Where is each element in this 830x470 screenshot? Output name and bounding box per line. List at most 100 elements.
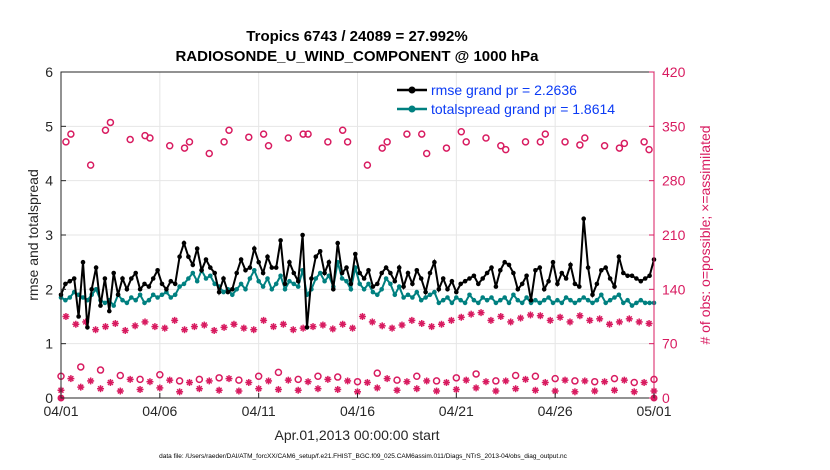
totalspread-point (111, 303, 116, 308)
obs-assimilated-marker (156, 384, 164, 392)
obs-possible-marker (576, 141, 584, 149)
rmse-point (480, 276, 486, 281)
totalspread-point (234, 287, 239, 292)
totalspread-point (124, 300, 130, 306)
series-lines (57, 216, 658, 402)
legend: rmse grand pr = 2.2636 totalspread grand… (397, 82, 615, 117)
obs-possible-marker (492, 377, 500, 385)
totalspread-point (102, 300, 108, 306)
totalspread-point (291, 281, 297, 287)
totalspread-point (396, 284, 402, 289)
totalspread-point (616, 292, 622, 298)
obs-assimilated-marker (215, 386, 223, 394)
totalspread-point (80, 295, 86, 300)
totalspread-point (133, 297, 138, 303)
totalspread-point (159, 292, 165, 298)
totalspread-point (357, 281, 363, 287)
obs-assimilated-marker (601, 378, 609, 386)
obs-possible-marker (462, 138, 470, 146)
obs-assimilated-marker (116, 387, 124, 395)
obs-possible-marker (215, 374, 223, 382)
obs-assimilated-marker (230, 320, 238, 328)
rmse-point (594, 281, 600, 287)
x-tick-label: 04/16 (340, 403, 375, 419)
obs-possible-marker (472, 370, 480, 378)
obs-possible-marker (324, 138, 332, 146)
rmse-point (581, 216, 586, 221)
rmse-point (265, 254, 270, 259)
totalspread-point (243, 287, 248, 292)
totalspread-point (642, 300, 648, 306)
obs-assimilated-marker (195, 385, 203, 393)
y2-tick-label: 70 (662, 336, 678, 352)
obs-assimilated-marker (161, 324, 169, 332)
y-tick-label: 6 (45, 64, 53, 80)
obs-possible-marker (561, 138, 569, 146)
totalspread-point (269, 287, 275, 292)
rmse-point (489, 265, 494, 270)
x-axis-label: Apr.01,2013 00:00:00 start (274, 427, 439, 443)
obs-assimilated-marker (418, 319, 426, 327)
obs-assimilated-marker (181, 326, 189, 334)
obs-possible-marker (225, 126, 233, 134)
rmse-point (370, 284, 376, 289)
rmse-point (383, 265, 389, 270)
rmse-point (137, 287, 143, 292)
obs-assimilated-marker (620, 376, 628, 384)
obs-assimilated-marker (522, 375, 530, 383)
obs-possible-marker (502, 145, 510, 154)
rmse-point (498, 268, 503, 273)
obs-assimilated-marker (457, 313, 465, 321)
rmse-point (124, 287, 130, 292)
totalspread-point (366, 281, 371, 287)
obs-assimilated-marker (447, 316, 455, 324)
rmse-point (278, 238, 283, 243)
obs-assimilated-marker (358, 313, 366, 320)
obs-assimilated-marker (507, 318, 515, 326)
obs-assimilated-marker (413, 385, 421, 393)
totalspread-point (150, 292, 156, 298)
obs-assimilated-marker (541, 378, 549, 386)
obs-assimilated-marker (635, 318, 643, 326)
obs-assimilated-marker (383, 375, 391, 383)
rmse-point (348, 281, 354, 287)
totalspread-point (252, 268, 257, 273)
obs-assimilated-marker (625, 315, 633, 323)
totalspread-point (137, 292, 143, 298)
obs-possible-marker (264, 141, 273, 150)
rmse-point (120, 276, 125, 281)
rmse-point (458, 281, 464, 287)
rmse-point (339, 270, 345, 276)
obs-assimilated-marker (225, 375, 233, 383)
obs-assimilated-marker (606, 320, 614, 328)
obs-assimilated-marker (428, 323, 436, 331)
obs-assimilated-marker (141, 318, 149, 326)
x-tick-label: 04/06 (142, 403, 177, 419)
rmse-point (410, 281, 415, 287)
rmse-point (287, 259, 292, 265)
totalspread-point (607, 297, 613, 303)
obs-assimilated-marker (210, 326, 218, 334)
rmse-point (300, 232, 305, 238)
totalspread-point (480, 295, 486, 300)
rmse-point (418, 276, 424, 281)
obs-possible-marker (165, 141, 174, 150)
rmse-point (445, 287, 450, 292)
obs-assimilated-marker (581, 377, 589, 385)
obs-assimilated-marker (329, 325, 337, 333)
rmse-point (335, 240, 341, 246)
rmse-point (115, 292, 121, 298)
y-tick-label: 1 (45, 336, 53, 352)
rmse-point (142, 281, 147, 287)
rmse-point (269, 265, 275, 270)
totalspread-line (60, 261, 654, 308)
y-tick-label: 5 (45, 118, 53, 134)
rmse-point (625, 273, 630, 279)
obs-possible-marker (195, 375, 204, 384)
rmse-point (309, 276, 314, 281)
totalspread-point (313, 276, 319, 281)
obs-assimilated-marker (472, 384, 480, 392)
totalspread-point (278, 273, 283, 279)
rmse-point (563, 276, 569, 281)
rmse-point (568, 262, 573, 268)
